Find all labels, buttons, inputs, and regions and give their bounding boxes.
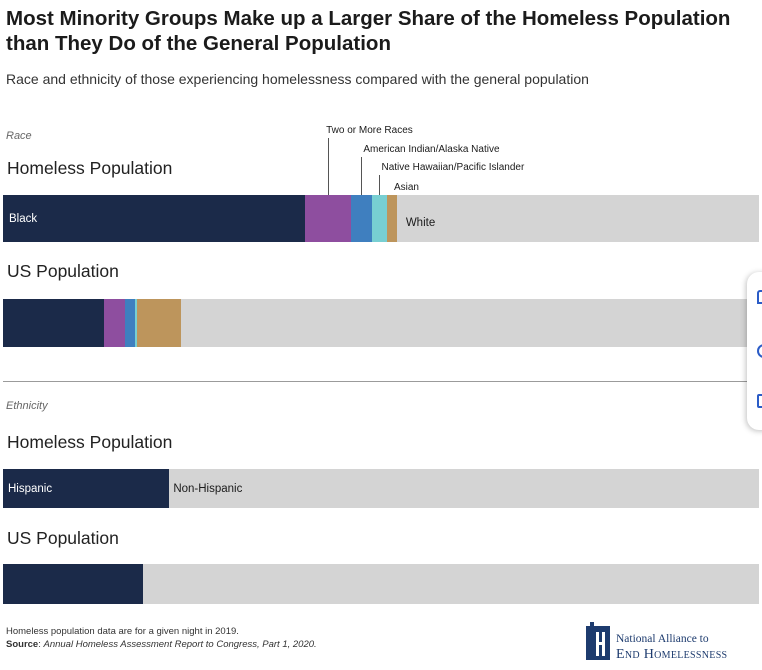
callout-line-american-indian-alaska-native: [361, 157, 363, 195]
bar-segment-hispanic: [3, 564, 143, 604]
race-section-label: Race: [6, 130, 32, 142]
race-homeless-bar: Black White: [3, 195, 759, 242]
chart-title: Most Minority Groups Make up a Larger Sh…: [6, 7, 731, 55]
chat-icon[interactable]: [757, 344, 762, 358]
nateh-logo[interactable]: National Alliance to End Homelessness: [584, 620, 759, 664]
segment-label-black: Black: [9, 212, 38, 225]
bar-segment-american-indian-alaska-native: [350, 195, 372, 242]
callout-label-native-hawaiian-pacific-islander: Native Hawaiian/Pacific Islander: [381, 162, 525, 173]
ethnicity-homeless-bar: Hispanic Non-Hispanic: [3, 469, 759, 508]
segment-label-hispanic: Hispanic: [8, 482, 53, 495]
bar-segment-black: [3, 299, 105, 347]
side-toolbar: [747, 272, 762, 430]
callout-label-asian: Asian: [393, 182, 419, 193]
footnote-source: Source: Annual Homeless Assessment Repor…: [6, 639, 317, 650]
comment-icon[interactable]: [757, 290, 762, 304]
logo-line1: National Alliance to: [616, 633, 709, 645]
chart-subtitle: Race and ethnicity of those experiencing…: [6, 71, 589, 87]
bar-segment-two-or-more-races: [305, 195, 351, 242]
ethnicity-section-label: Ethnicity: [6, 400, 48, 412]
bar-segment-two-or-more-races: [104, 299, 126, 347]
bar-segment-black: Black: [3, 195, 306, 242]
bar-segment-non-hispanic: Non-Hispanic: [169, 469, 759, 508]
bar-segment-native-hawaiian-pacific-islander: [135, 299, 137, 347]
bar-segment-hispanic: Hispanic: [3, 469, 170, 508]
ethnicity-homeless-label: Homeless Population: [7, 432, 173, 452]
source-label: Source: [6, 639, 39, 650]
bar-segment-non-hispanic: [142, 564, 759, 604]
bar-segment-asian: [136, 299, 182, 347]
source-text: Annual Homeless Assessment Report to Con…: [43, 639, 317, 650]
callout-label-american-indian-alaska-native: American Indian/Alaska Native: [363, 144, 500, 155]
callout-label-two-or-more-races: Two or More Races: [326, 125, 413, 136]
ethnicity-us-label: US Population: [7, 528, 119, 548]
callout-line-native-hawaiian-pacific-islander: [379, 175, 381, 195]
segment-label-white: White: [405, 217, 436, 230]
ethnicity-us-bar: [3, 564, 759, 604]
callout-line-two-or-more-races: [328, 138, 330, 195]
race-us-label: US Population: [7, 261, 119, 281]
logo-line2: End Homelessness: [616, 647, 728, 662]
bar-segment-native-hawaiian-pacific-islander: [371, 195, 388, 242]
race-us-bar: [3, 299, 759, 347]
section-divider: [3, 381, 759, 382]
bar-segment-asian: [387, 195, 397, 242]
segment-label-non-hispanic: Non-Hispanic: [173, 482, 243, 495]
bar-segment-white: [181, 299, 759, 347]
building-logo-icon: [586, 622, 610, 660]
bar-segment-white: White: [396, 195, 759, 242]
bar-segment-american-indian-alaska-native: [125, 299, 136, 347]
race-homeless-label: Homeless Population: [7, 158, 173, 178]
footnote-note: Homeless population data are for a given…: [6, 626, 239, 637]
bookmark-icon[interactable]: [757, 394, 762, 408]
